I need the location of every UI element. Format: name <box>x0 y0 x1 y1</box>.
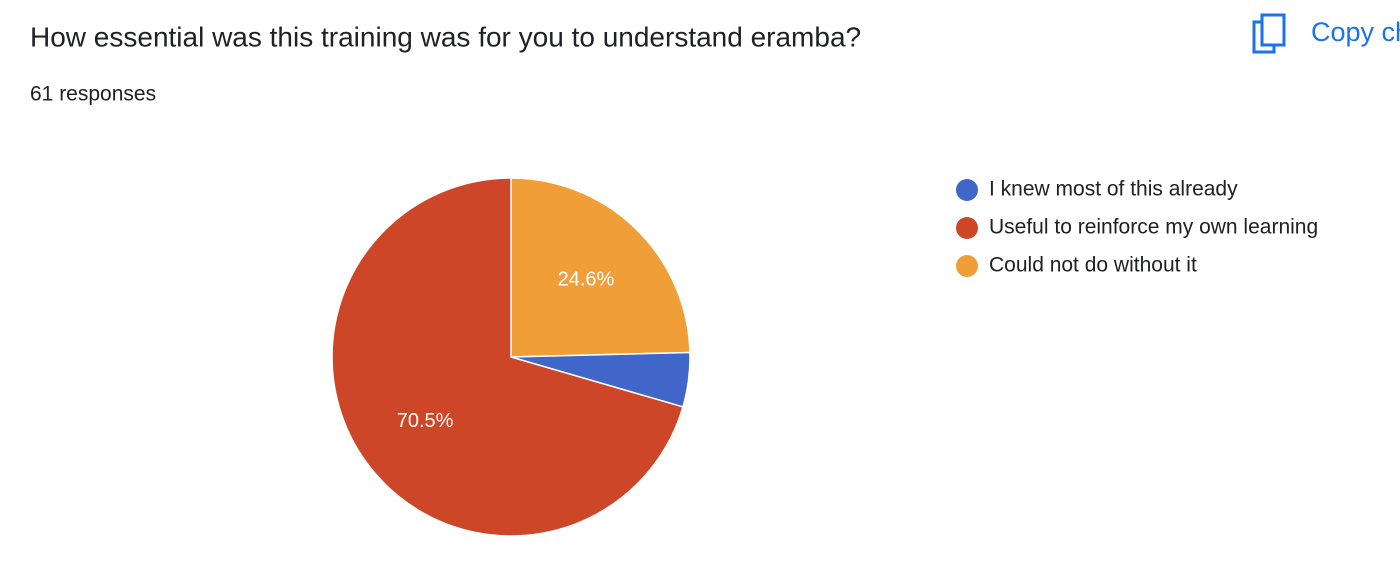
legend-swatch <box>956 255 978 277</box>
legend-swatch <box>956 217 978 239</box>
slice-label: 24.6% <box>558 268 615 290</box>
copy-icon-front <box>1260 13 1286 47</box>
legend-label: I knew most of this already <box>989 178 1238 201</box>
copy-button[interactable]: Copy chart <box>1311 17 1400 47</box>
legend-label: Could not do without it <box>989 254 1197 277</box>
pie-slice <box>331 177 684 537</box>
question-title: How essential was this training was for … <box>30 21 861 52</box>
slice-label: 70.5% <box>397 410 454 432</box>
copy-icon[interactable] <box>1252 13 1286 54</box>
legend-swatch <box>956 179 978 201</box>
response-count: 61 responses <box>30 83 156 106</box>
pie-slice <box>510 177 691 358</box>
legend-label: Useful to reinforce my own learning <box>989 216 1318 239</box>
